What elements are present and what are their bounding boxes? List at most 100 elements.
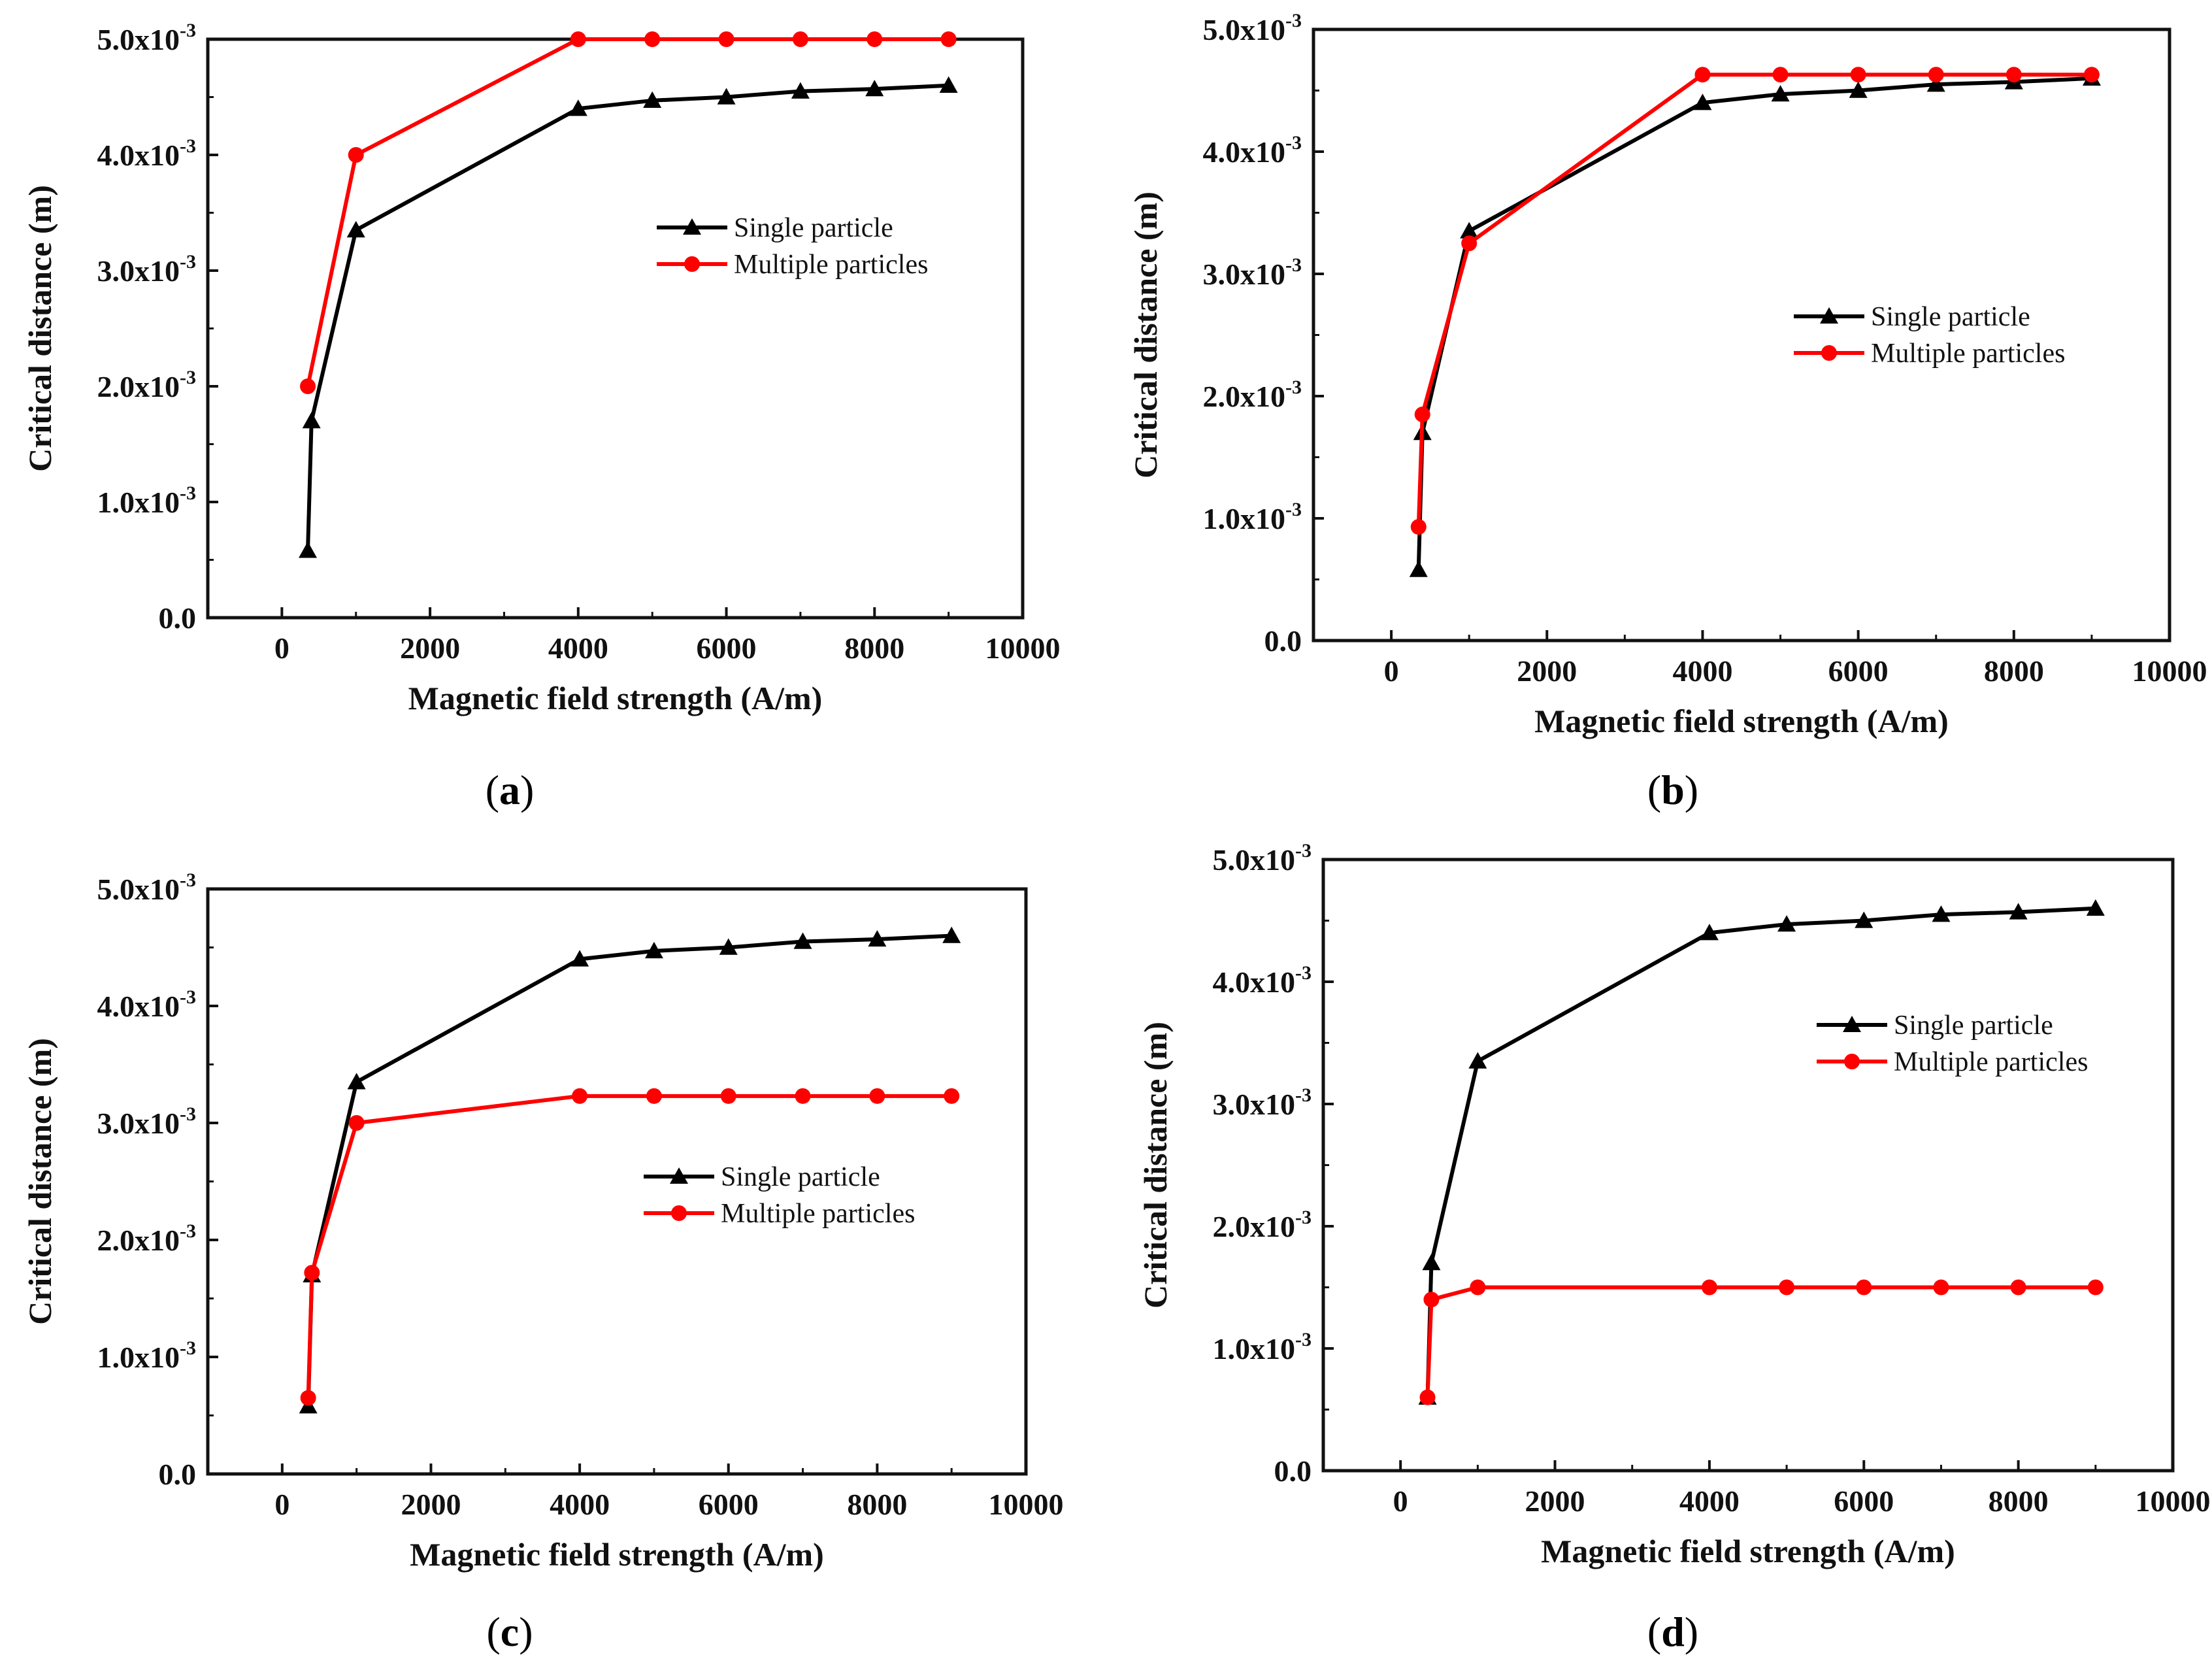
x-tick-label: 10000 [2132,654,2207,688]
legend-label: Single particle [1894,1011,2053,1041]
data-point-circle [304,1265,320,1281]
x-tick-label: 0 [274,1488,289,1521]
y-tick-label: 4.0x10-3 [97,135,197,172]
y-tick-label: 2.0x10-3 [97,367,197,403]
data-point-circle [1423,1292,1440,1308]
data-point-circle [300,1390,316,1406]
data-point-triangle [1409,560,1428,577]
y-axis-title: Critical distance (m) [1127,192,1164,478]
data-point-circle [644,31,661,47]
x-tick-label: 2000 [400,631,460,665]
series-line [306,1094,952,1398]
data-point-triangle [791,82,810,99]
x-tick-label: 8000 [847,1488,907,1521]
plot-frame [206,887,1028,1476]
y-tick-label: 5.0x10-3 [1203,10,1302,46]
y-tick-label: 4.0x10-3 [97,986,197,1023]
legend-label: Multiple particles [721,1199,915,1229]
legend-marker-circle [1844,1054,1860,1069]
data-point-circle [940,31,957,47]
chart-panel-c: 0 2000 4000 6000 8000 10000 0.0 1.0x10-3 2.0x10-… [22,869,1064,1655]
data-point-triangle [1422,1254,1441,1271]
data-point-circle [2083,67,2100,83]
data-point-triangle [1777,915,1796,932]
chart-panel-a: 0 2000 4000 6000 8000 10000 0.0 1.0x10-3 2.0x10-… [22,20,1061,813]
x-tick-label: 8000 [844,631,904,665]
legend-marker-circle [684,256,700,272]
data-point-triangle [1468,1052,1487,1069]
y-tick-label: 0.0 [1274,1454,1312,1488]
data-point-triangle [1849,81,1868,98]
plot-frame [1312,27,2171,643]
series-line [1425,906,2096,1397]
panel-caption: (b) [1647,767,1698,813]
data-point-circle [1414,407,1430,423]
data-point-circle [1772,67,1789,83]
y-tick-label: 0.0 [159,1458,197,1491]
series-line [306,83,949,551]
data-point-circle [348,1115,365,1131]
y-tick-label: 0.0 [1264,624,1302,658]
legend-marker-triangle [670,1167,688,1184]
x-tick-label: 6000 [1828,654,1889,688]
x-tick-label: 6000 [699,1488,759,1521]
data-point-triangle [1855,911,1874,928]
data-point-triangle [1932,905,1951,922]
data-point-circle [867,31,883,47]
data-point-circle [570,31,586,47]
x-tick-label: 2000 [1517,654,1577,688]
data-point-circle [1779,1279,1795,1296]
y-tick-label: 0.0 [159,601,197,635]
data-point-circle [1701,1279,1717,1296]
data-point-circle [348,147,364,163]
x-tick-label: 6000 [1834,1484,1894,1518]
x-tick-label: 0 [274,631,289,665]
data-point-triangle [302,412,321,429]
x-tick-label: 4000 [548,631,608,665]
data-point-circle [646,1088,662,1104]
legend-label: Multiple particles [1894,1047,2088,1077]
y-tick-label: 3.0x10-3 [1213,1084,1312,1121]
y-tick-label: 3.0x10-3 [97,1103,197,1140]
legend-label: Single particle [734,213,893,243]
data-point-circle [1470,1279,1486,1296]
data-point-circle [300,378,316,394]
legend-label: Single particle [721,1162,880,1192]
plot-frame [206,37,1025,620]
y-axis-title: Critical distance (m) [22,185,58,472]
data-point-circle [720,1088,736,1104]
legend-marker-circle [1821,345,1837,361]
data-point-triangle [717,88,736,105]
data-point-circle [1410,519,1427,535]
legend-marker-triangle [1820,307,1838,324]
data-point-triangle [299,541,318,558]
data-point-triangle [346,221,365,238]
x-tick-label: 4000 [550,1488,610,1521]
data-point-triangle [868,929,887,947]
data-point-circle [2010,1279,2026,1296]
series-line [1425,1285,2096,1397]
y-tick-label: 5.0x10-3 [97,20,197,56]
panel-caption: (c) [486,1609,533,1655]
x-tick-label: 10000 [2136,1484,2211,1518]
y-tick-label: 3.0x10-3 [1203,254,1302,291]
data-point-triangle [569,99,587,116]
chart-panel-b: 0 2000 4000 6000 8000 10000 0.0 1.0x10-3 2.0x10-… [1127,10,2207,813]
y-tick-label: 2.0x10-3 [1203,376,1302,413]
x-tick-label: 4000 [1679,1484,1740,1518]
y-tick-label: 3.0x10-3 [97,251,197,288]
data-point-circle [572,1088,588,1104]
y-axis-title: Critical distance (m) [22,1038,58,1325]
panel-caption: (a) [486,767,535,813]
data-point-circle [1419,1389,1436,1405]
data-point-triangle [939,76,958,93]
data-point-triangle [2009,903,2028,920]
x-tick-label: 8000 [1989,1484,2049,1518]
data-point-triangle [643,91,662,109]
data-point-circle [1928,67,1944,83]
x-axis-title: Magnetic field strength (A/m) [408,680,823,716]
legend-label: Multiple particles [1871,339,2065,369]
series-line [306,37,949,387]
x-tick-label: 10000 [985,631,1061,665]
